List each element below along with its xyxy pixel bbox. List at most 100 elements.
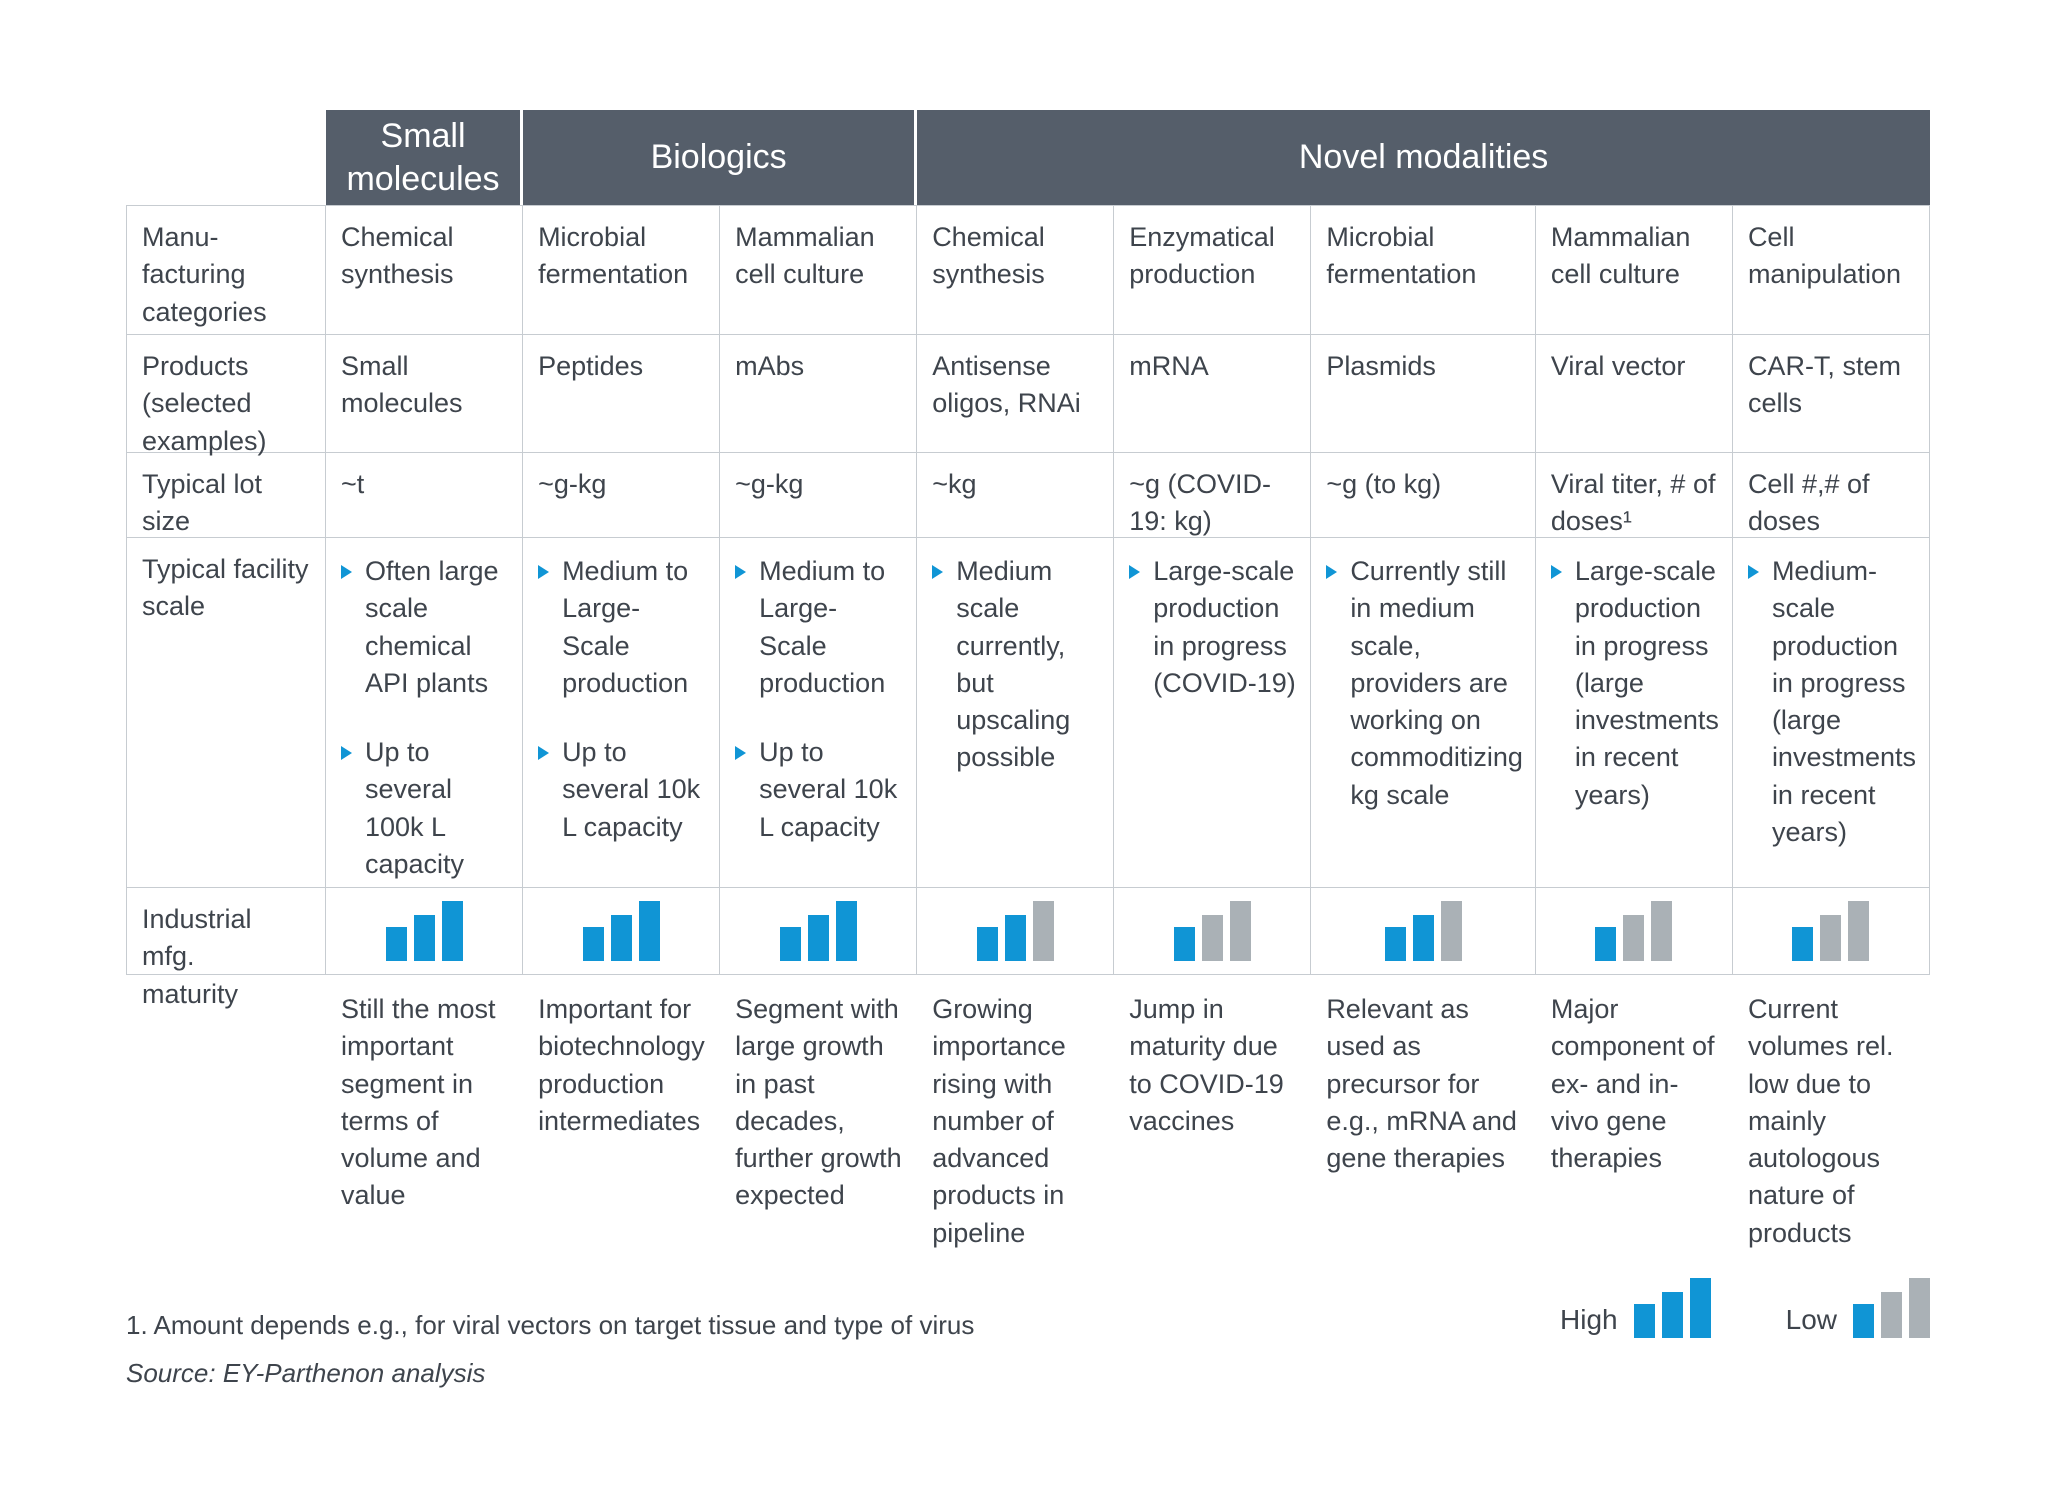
bullet-triangle-icon — [341, 565, 352, 579]
cell-description-col1: Still the most important segment in term… — [341, 994, 496, 1211]
cell-facility-scale-col4: Medium scale currently, but upscaling po… — [917, 538, 1115, 888]
maturity-bar — [1909, 1278, 1930, 1338]
row-label-lot_size: Typical lot size — [126, 453, 326, 538]
maturity-bar — [1633, 1304, 1655, 1338]
bullet-triangle-icon — [1747, 565, 1759, 579]
cell-product-col4: Antisense oligos, RNAi — [917, 335, 1115, 453]
legend-label: High — [1560, 1304, 1618, 1335]
facility-bullet-text: Medium scale currently, but upscaling po… — [956, 556, 1071, 773]
cell-lot-size-col4: ~kg — [917, 453, 1115, 538]
cell-description-col3: Segment with large growth in past decade… — [735, 994, 902, 1211]
group-header-small-molecules: Small molecules — [326, 110, 524, 205]
cell-category-col1: Chemical synthesis — [326, 205, 524, 335]
bullet-triangle-icon — [932, 565, 944, 579]
row-label-maturity: Industrial mfg. maturity — [126, 888, 326, 1009]
cell-facility-scale-col2: Medium to Large-Scale production Up to se… — [523, 538, 721, 888]
bullet-triangle-icon — [1326, 565, 1338, 579]
bullet-triangle-icon — [341, 746, 352, 760]
maturity-bars-icon — [582, 901, 660, 961]
facility-bullet-item: Large-scale production in progress (larg… — [1549, 553, 1720, 814]
source-note: Source: EY-Parthenon analysis — [126, 1358, 486, 1388]
maturity-bar — [1004, 915, 1026, 961]
bullet-triangle-icon — [1129, 565, 1141, 579]
maturity-bar — [1595, 927, 1617, 961]
maturity-bars-icon — [385, 901, 463, 961]
facility-bullet-item: Up to several 10k L capacity — [733, 734, 904, 846]
maturity-legend: High Low — [1560, 1278, 1930, 1338]
facility-bullet-text: Currently still in medium scale, provide… — [1350, 556, 1523, 810]
facility-bullet-text: Often large scale chemical API plants — [365, 556, 499, 698]
row-label-product: Products (selected examples) — [126, 335, 326, 456]
cell-maturity-col7 — [1535, 888, 1733, 975]
description-row-spacer — [126, 975, 326, 1252]
cell-lot-size-col1: ~t — [326, 453, 524, 538]
maturity-bars-icon — [1792, 901, 1870, 961]
facility-bullet-text: Medium to Large-Scale production — [759, 556, 886, 698]
cell-lot-size-col7: Viral titer, # of doses¹ — [1535, 453, 1733, 538]
maturity-bar — [1229, 901, 1251, 961]
facility-bullet-text: Medium-scale production in progress (lar… — [1771, 556, 1916, 847]
group-header-biologics: Biologics — [523, 110, 918, 205]
maturity-bar — [1689, 1278, 1711, 1338]
row-label-facility_scale: Typical facility scale — [126, 538, 326, 888]
cell-category-col5: Enzymatical production — [1114, 205, 1312, 335]
maturity-bar — [1173, 927, 1195, 961]
legend-item-high: High — [1560, 1278, 1711, 1338]
bullet-triangle-icon — [735, 746, 747, 760]
row-label-category: Manu- facturing categories — [126, 205, 326, 335]
cell-facility-scale-col6: Currently still in medium scale, provide… — [1311, 538, 1536, 888]
cell-product-col6: Plasmids — [1311, 335, 1536, 453]
maturity-bar — [1853, 1304, 1874, 1338]
cell-maturity-col2 — [523, 888, 721, 975]
cell-lot-size-col6: ~g (to kg) — [1311, 453, 1536, 538]
facility-bullet-item: Medium to Large-Scale production — [536, 553, 707, 702]
facility-bullet-text: Up to several 10k L capacity — [759, 737, 898, 842]
cell-lot-size-col5: ~g (COVID-19: kg) — [1114, 453, 1312, 538]
cell-product-col5: mRNA — [1114, 335, 1312, 453]
facility-bullet-item: Up to several 100k L capacity — [339, 734, 510, 883]
maturity-bar — [1881, 1292, 1902, 1338]
cell-lot-size-col2: ~g-kg — [523, 453, 721, 538]
maturity-bar — [779, 927, 801, 961]
maturity-bar — [1820, 915, 1842, 961]
group-header-novel-modalities: Novel modalities — [917, 110, 1930, 205]
modality-comparison-table: Small molecules Biologics Novel modalities… — [126, 110, 1930, 1252]
facility-bullet-item: Medium-scale production in progress (lar… — [1746, 553, 1917, 851]
bullet-triangle-icon — [1550, 565, 1562, 579]
facility-bullet-item: Medium to Large-Scale production — [733, 553, 904, 702]
cell-product-col1: Small molecules — [326, 335, 524, 453]
facility-bullet-text: Up to several 100k L capacity — [365, 737, 465, 879]
facility-bullet-text: Up to several 10k L capacity — [562, 737, 701, 842]
maturity-bar — [413, 915, 435, 961]
cell-description-col4: Growing importance rising with number of… — [932, 994, 1066, 1248]
cell-facility-scale-col8: Medium-scale production in progress (lar… — [1732, 538, 1930, 888]
maturity-bar — [1651, 901, 1673, 961]
maturity-bar — [1032, 901, 1054, 961]
cell-category-col4: Chemical synthesis — [917, 205, 1115, 335]
cell-category-col8: Cell manipulation — [1732, 205, 1930, 335]
cell-category-col3: Mammalian cell culture — [720, 205, 918, 335]
cell-lot-size-col3: ~g-kg — [720, 453, 918, 538]
cell-description-col5: Jump in maturity due to COVID-19 vaccine… — [1129, 994, 1284, 1136]
cell-facility-scale-col7: Large-scale production in progress (larg… — [1535, 538, 1733, 888]
bullet-triangle-icon — [538, 565, 550, 579]
maturity-bars-icon — [779, 901, 857, 961]
bullet-triangle-icon — [735, 565, 747, 579]
maturity-bar — [638, 901, 660, 961]
facility-bullet-item: Large-scale production in progress (COVI… — [1127, 553, 1298, 702]
maturity-bar — [1848, 901, 1870, 961]
cell-product-col2: Peptides — [523, 335, 721, 453]
bullet-triangle-icon — [538, 746, 550, 760]
cell-facility-scale-col3: Medium to Large-Scale production Up to se… — [720, 538, 918, 888]
legend-bars-icon — [1633, 1278, 1711, 1338]
cell-facility-scale-col5: Large-scale production in progress (COVI… — [1114, 538, 1312, 888]
maturity-bar — [385, 927, 407, 961]
cell-facility-scale-col1: Often large scale chemical API plants Up … — [326, 538, 524, 888]
facility-bullet-text: Medium to Large-Scale production — [562, 556, 689, 698]
maturity-bar — [1792, 927, 1814, 961]
cell-description-col7: Major component of ex- and in-vivo gene … — [1550, 994, 1715, 1173]
legend-bars-icon — [1853, 1278, 1930, 1338]
maturity-bar — [582, 927, 604, 961]
facility-bullet-item: Medium scale currently, but upscaling po… — [930, 553, 1101, 777]
legend-label: Low — [1785, 1304, 1837, 1335]
